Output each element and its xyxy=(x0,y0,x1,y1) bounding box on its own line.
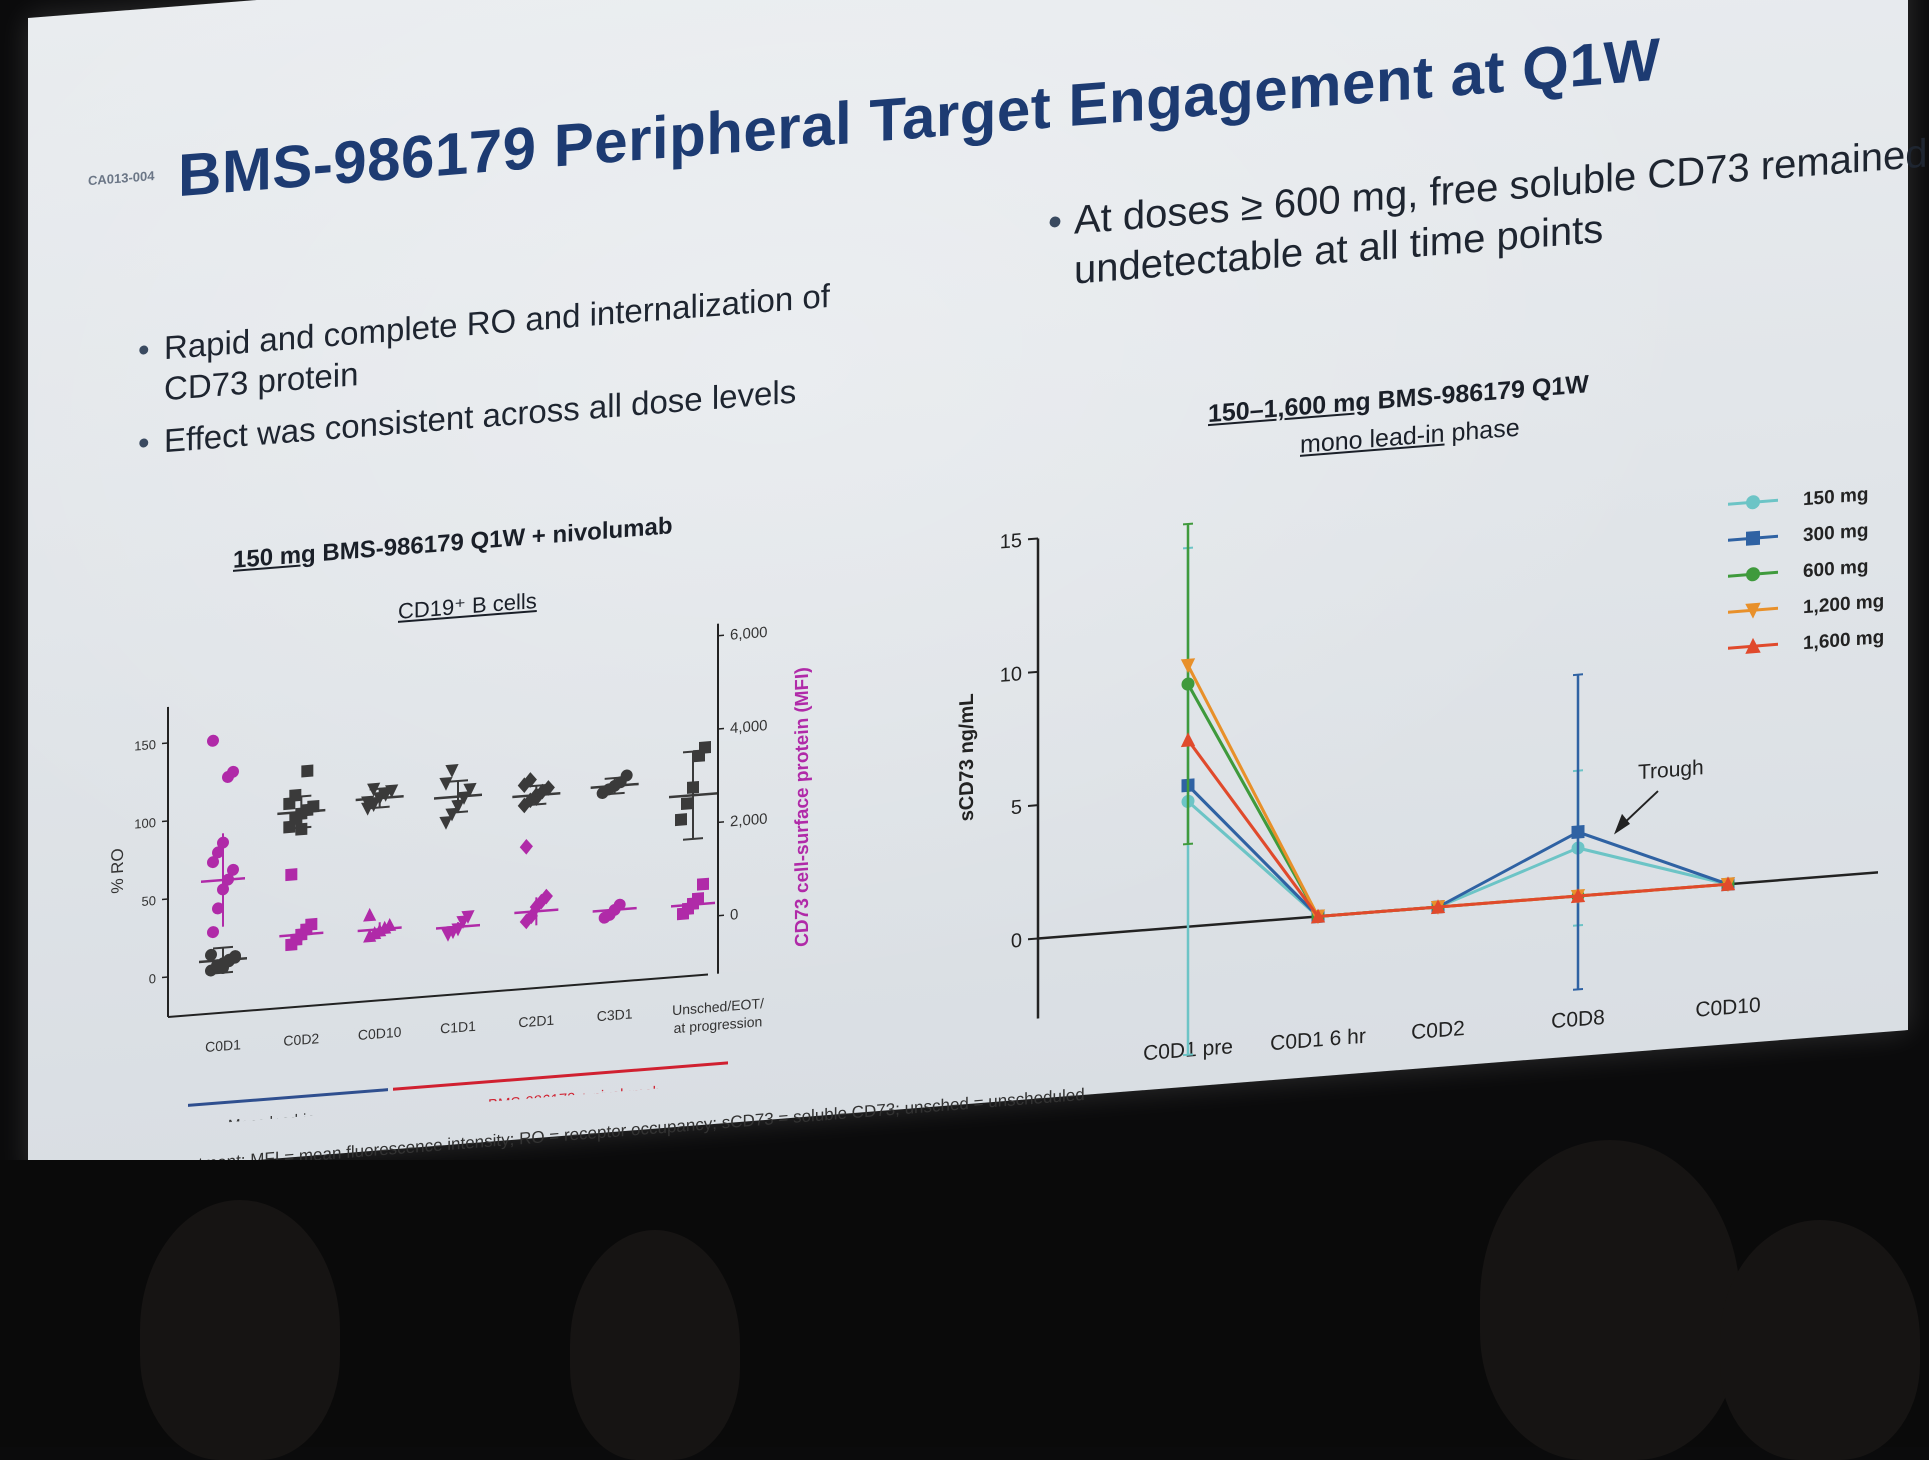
ro-point xyxy=(621,769,633,782)
legend-label: 150 mg xyxy=(1803,484,1868,510)
right-bullet-list: At doses ≥ 600 mg, free soluble CD73 rem… xyxy=(1048,128,1928,307)
series-line xyxy=(1188,698,1728,927)
combo-phase-label: BMS-986179 + nivolumab xyxy=(488,1083,661,1114)
x-tick-label: C0D10 xyxy=(358,1024,402,1043)
y-tick xyxy=(1028,805,1038,806)
ro-point xyxy=(445,764,458,778)
y2-tick-label: 6,000 xyxy=(730,624,768,644)
right-chart-title-rest: BMS-986179 Q1W xyxy=(1371,370,1589,415)
x-tick-label: C0D10 xyxy=(1695,994,1760,1022)
legend-label: 1,600 mg xyxy=(1803,627,1884,654)
ro-point xyxy=(205,948,217,961)
legend-marker xyxy=(1746,531,1760,546)
y-tick-label: 100 xyxy=(134,815,156,832)
data-point xyxy=(1182,677,1195,691)
y-tick-label: 5 xyxy=(1011,796,1022,819)
slide: CA013-004 BMS-986179 Peripheral Target E… xyxy=(28,0,1908,1178)
legend-label: 1,200 mg xyxy=(1803,591,1884,618)
right-chart-subtitle: mono lead-in phase xyxy=(1300,414,1520,460)
y-axis-label: % RO xyxy=(108,848,127,895)
mfi-point xyxy=(285,868,297,881)
mono-phase-label: Mono lead-in xyxy=(228,1110,315,1133)
x-tick-label: C0D8 xyxy=(1551,1006,1605,1033)
y2-tick-label: 2,000 xyxy=(730,810,768,830)
y-tick-label: 10 xyxy=(1000,663,1022,687)
right-chart-title: 150–1,600 mg BMS-986179 Q1W xyxy=(1208,370,1589,429)
error-cap xyxy=(1183,1054,1193,1055)
series-line xyxy=(1188,642,1728,927)
bullet: At doses ≥ 600 mg, free soluble CD73 rem… xyxy=(1048,128,1928,297)
x-tick-label: C0D1 xyxy=(205,1036,241,1055)
right-chart-title-dose: 150–1,600 mg xyxy=(1208,387,1371,428)
ro-point xyxy=(301,765,313,778)
mfi-point xyxy=(227,863,239,876)
y2-tick-label: 4,000 xyxy=(730,717,768,737)
error-cap xyxy=(1573,989,1583,990)
ro-error-cap xyxy=(683,838,703,840)
y-tick xyxy=(1028,672,1038,673)
y-tick xyxy=(1028,539,1038,540)
legend-marker xyxy=(1746,495,1760,510)
trough-arrowhead xyxy=(1614,813,1630,834)
data-point xyxy=(1181,658,1195,673)
series-line xyxy=(1188,759,1728,927)
head xyxy=(1480,1140,1740,1460)
ro-point xyxy=(681,797,693,810)
data-point xyxy=(1181,732,1195,747)
head xyxy=(1720,1220,1920,1460)
mfi-point xyxy=(697,878,709,891)
legend-label: 600 mg xyxy=(1803,556,1868,582)
legend-label: 300 mg xyxy=(1803,520,1868,546)
left-chart-title-rest: BMS-986179 Q1W + nivolumab xyxy=(316,512,673,567)
ro-point xyxy=(439,777,452,791)
x-tick-label: C2D1 xyxy=(518,1012,554,1031)
mfi-point xyxy=(363,907,376,921)
ro-error-cap xyxy=(213,947,233,949)
y-axis-label: sCD73 ng/mL xyxy=(956,693,978,822)
ro-point xyxy=(289,789,301,802)
mfi-point xyxy=(520,838,533,855)
legend-marker xyxy=(1746,567,1760,582)
x-tick-label: C0D2 xyxy=(283,1030,319,1049)
y-tick-label: 15 xyxy=(1000,530,1022,554)
left-chart-title-dose: 150 mg xyxy=(233,540,316,574)
error-cap xyxy=(1183,524,1193,525)
y-tick-label: 50 xyxy=(142,893,156,909)
mfi-point xyxy=(207,926,219,939)
audience-silhouettes xyxy=(0,1160,1929,1447)
slide-id: CA013-004 xyxy=(88,168,155,188)
ro-point xyxy=(675,813,687,826)
ro-point xyxy=(699,741,711,754)
left-scatter-chart: 0 50 100 150 0 2,000 4,000 6,000 % RO CD73 cell-s… xyxy=(88,583,848,1133)
x-tick-label: C3D1 xyxy=(597,1005,633,1024)
mfi-point xyxy=(227,765,239,778)
x-tick-label: C0D2 xyxy=(1411,1017,1465,1044)
y-tick xyxy=(1028,939,1038,940)
x-tick-label: C0D1 6 hr xyxy=(1270,1025,1366,1055)
mfi-point xyxy=(207,734,219,747)
ro-error-cap xyxy=(448,780,468,782)
head xyxy=(570,1230,740,1460)
y2-tick-label: 0 xyxy=(730,906,738,924)
trough-annotation: Trough xyxy=(1638,756,1704,784)
mfi-point xyxy=(305,918,317,931)
head xyxy=(140,1200,340,1460)
x-tick-label: C1D1 xyxy=(440,1018,476,1037)
y-tick-label: 0 xyxy=(1011,930,1022,953)
y-tick-label: 0 xyxy=(149,971,156,987)
combo-phase-line xyxy=(393,1063,728,1089)
error-cap xyxy=(1183,844,1193,845)
mono-phase-line xyxy=(188,1090,388,1106)
data-point xyxy=(1572,825,1585,839)
left-bullet-list: Rapid and complete RO and internalizatio… xyxy=(138,270,898,474)
y2-axis-label: CD73 cell-surface protein (MFI) xyxy=(792,666,813,947)
left-chart-title: 150 mg BMS-986179 Q1W + nivolumab xyxy=(233,512,673,575)
y-tick-label: 150 xyxy=(134,737,156,754)
error-cap xyxy=(1573,674,1583,675)
